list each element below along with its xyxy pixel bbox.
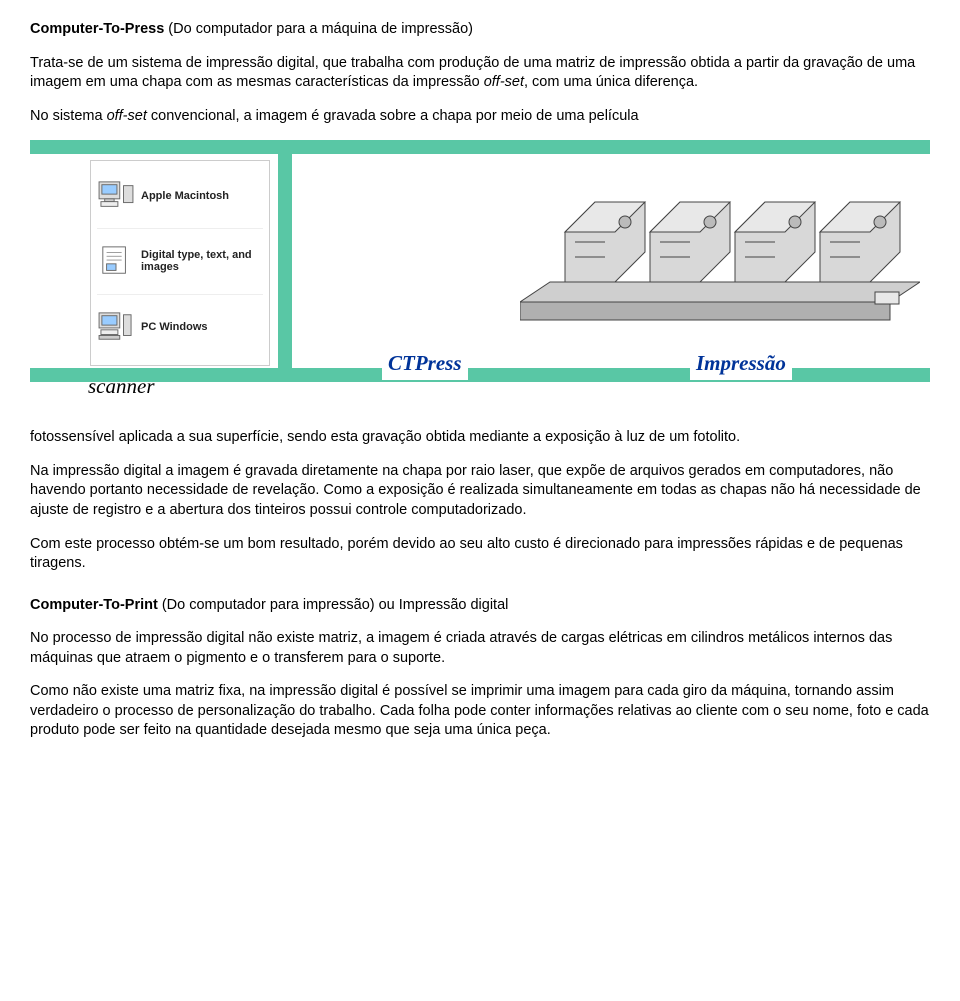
computer-label: Digital type, text, and images	[141, 249, 263, 273]
ctpress-label: CTPress	[382, 347, 468, 379]
para2-start: No sistema	[30, 108, 107, 124]
section1-title-bold: Computer-To-Press	[30, 21, 164, 37]
ctpress-diagram: Apple Macintosh Digital type, text, and …	[30, 140, 930, 410]
diagram-bar-top	[30, 140, 930, 154]
computer-label: PC Windows	[141, 321, 208, 333]
printing-press-illustration	[520, 182, 920, 332]
section2-title-rest: (Do computador para impressão) ou Impres…	[158, 597, 509, 613]
computers-panel: Apple Macintosh Digital type, text, and …	[90, 160, 270, 366]
computer-label: Apple Macintosh	[141, 190, 229, 202]
section1-para4: Na impressão digital a imagem é gravada …	[30, 462, 930, 521]
para1-text: Trata-se de um sistema de impressão digi…	[30, 55, 915, 91]
diagram-bar-bottom	[30, 368, 930, 382]
para2-italic: off-set	[107, 108, 147, 124]
scanner-label: scanner	[88, 372, 155, 400]
section2-para2: Como não existe uma matriz fixa, na impr…	[30, 682, 930, 741]
section1-para3: fotossensível aplicada a sua superfície,…	[30, 428, 930, 448]
para2-end: convencional, a imagem é gravada sobre a…	[147, 108, 639, 124]
section2-para1: No processo de impressão digital não exi…	[30, 629, 930, 668]
para1-italic: off-set	[484, 74, 524, 90]
computer-row-digital: Digital type, text, and images	[97, 233, 263, 295]
computer-row-mac: Apple Macintosh	[97, 167, 263, 229]
section1-para1: Trata-se de um sistema de impressão digi…	[30, 54, 930, 93]
computer-row-pc: PC Windows	[97, 299, 263, 360]
section1-title: Computer-To-Press (Do computador para a …	[30, 20, 930, 40]
section2-title: Computer-To-Print (Do computador para im…	[30, 596, 930, 616]
document-icon	[97, 245, 135, 277]
para1-end: , com uma única diferença.	[524, 74, 698, 90]
section1-title-rest: (Do computador para a máquina de impress…	[164, 21, 473, 37]
pc-icon	[97, 311, 135, 343]
section2-title-bold: Computer-To-Print	[30, 597, 158, 613]
section1-para2: No sistema off-set convencional, a image…	[30, 107, 930, 127]
mac-icon	[97, 180, 135, 212]
impressao-label: Impressão	[690, 347, 792, 379]
section1-para5: Com este processo obtém-se um bom result…	[30, 535, 930, 574]
diagram-bar-vertical	[278, 140, 292, 382]
